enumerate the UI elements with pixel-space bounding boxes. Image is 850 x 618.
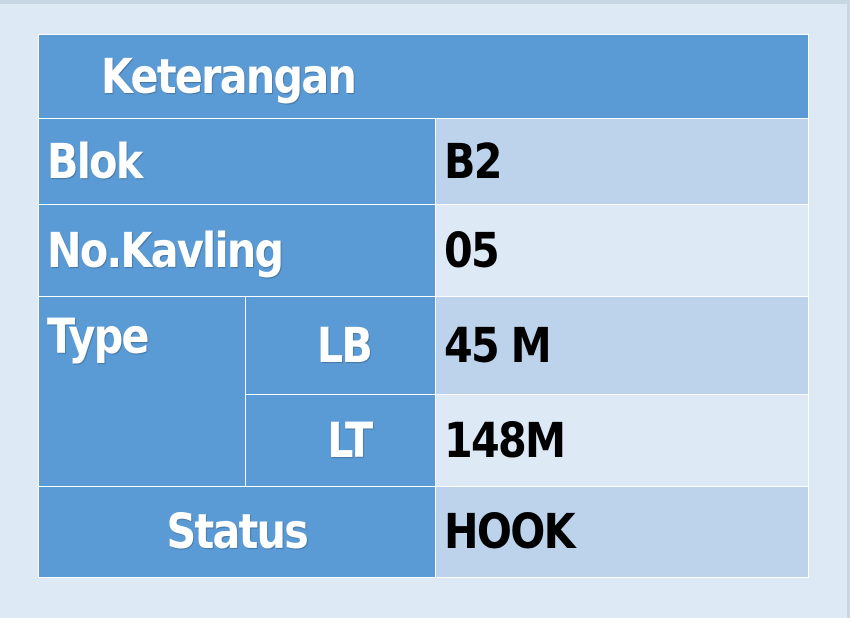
lt-value: 148M (444, 412, 566, 469)
type-label: Type (47, 309, 150, 365)
title-row: Keterangan (38, 34, 809, 119)
type-lb-row: Type LB 45 M (38, 296, 809, 487)
window-right-border (847, 0, 850, 618)
kavling-value-cell[interactable]: 05 (435, 204, 809, 297)
kavling-label-cell: No.Kavling (38, 204, 436, 297)
blok-value: B2 (444, 133, 502, 190)
info-table: Keterangan Blok B2 No.Kavling 05 Type LB… (38, 34, 809, 578)
kavling-label: No.Kavling (47, 222, 284, 279)
lt-label: LT (326, 412, 373, 469)
lt-value-cell[interactable]: 148M (435, 394, 809, 487)
lb-value-cell[interactable]: 45 M (435, 296, 809, 395)
lb-label-cell: LB (245, 296, 436, 395)
table-title: Keterangan (101, 48, 357, 105)
status-row: Status HOOK (38, 486, 809, 578)
blok-label-cell: Blok (38, 118, 436, 205)
status-label: Status (166, 504, 309, 560)
lb-label: LB (316, 317, 373, 374)
type-lt-row: LT 148M (39, 394, 809, 487)
table-title-cell: Keterangan (38, 34, 809, 119)
type-label-cell: Type (38, 296, 246, 487)
status-value-cell[interactable]: HOOK (435, 486, 809, 578)
window-top-border (0, 0, 850, 4)
lb-value: 45 M (444, 317, 552, 374)
lt-label-cell: LT (245, 394, 436, 487)
status-label-cell: Status (38, 486, 436, 578)
status-value: HOOK (444, 504, 576, 560)
blok-label: Blok (47, 133, 143, 190)
blok-value-cell[interactable]: B2 (435, 118, 809, 205)
kavling-value: 05 (444, 222, 500, 279)
blok-row: Blok B2 (38, 118, 809, 205)
kavling-row: No.Kavling 05 (38, 204, 809, 297)
